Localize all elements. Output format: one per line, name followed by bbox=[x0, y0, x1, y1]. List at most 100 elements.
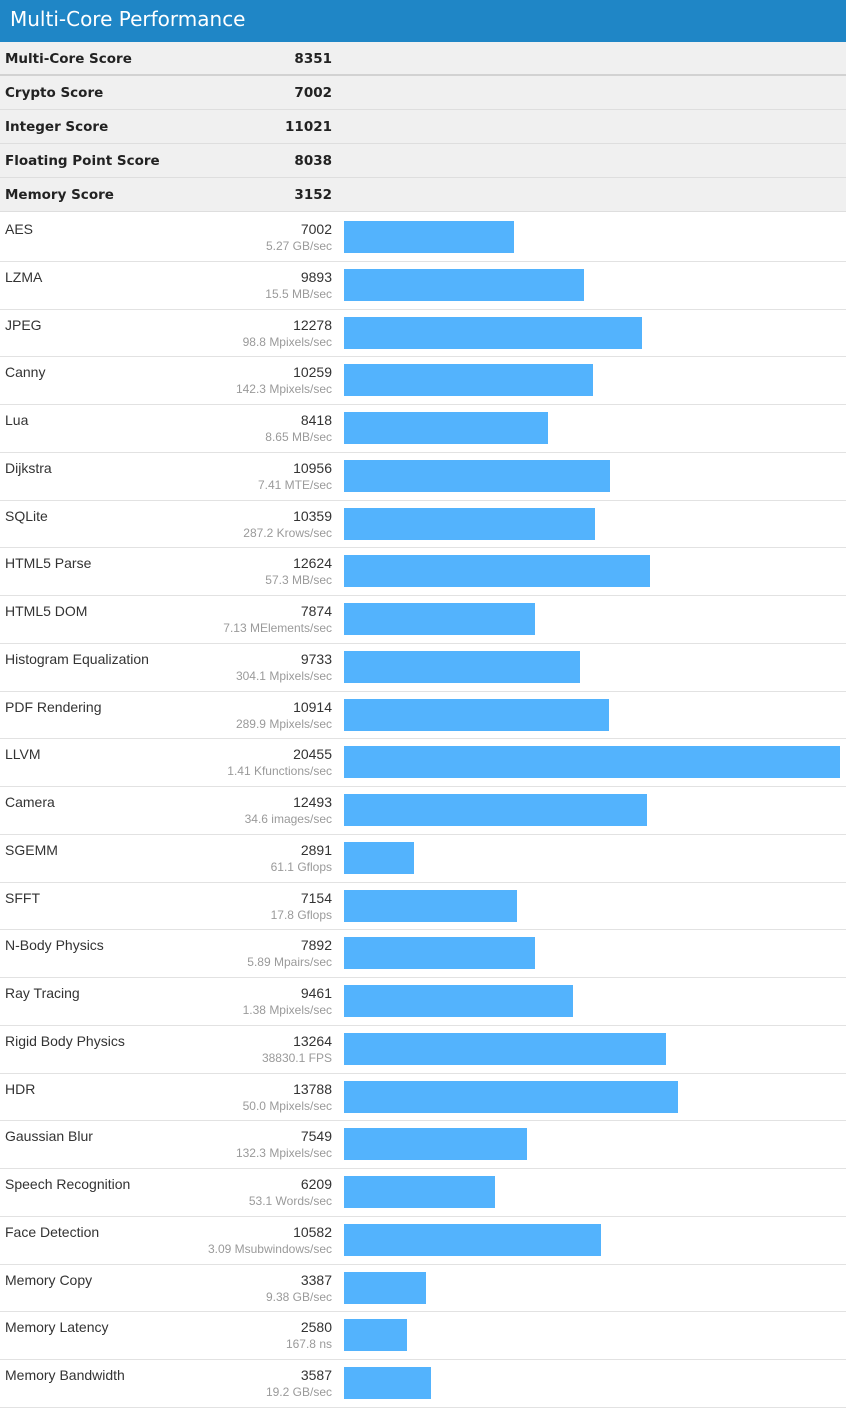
benchmark-row: SFFT 7154 17.8 Gflops bbox=[0, 882, 846, 931]
benchmark-throughput: 1.41 Kfunctions/sec bbox=[227, 764, 332, 779]
benchmark-row: PDF Rendering 10914 289.9 Mpixels/sec bbox=[0, 691, 846, 740]
summary-row: Multi-Core Score 8351 bbox=[0, 42, 846, 76]
benchmark-bar bbox=[344, 507, 595, 540]
benchmark-name: LZMA bbox=[5, 268, 43, 285]
benchmark-score: 12624 bbox=[293, 555, 332, 572]
benchmark-row: Ray Tracing 9461 1.38 Mpixels/sec bbox=[0, 978, 846, 1026]
benchmark-throughput: 142.3 Mpixels/sec bbox=[235, 382, 332, 397]
benchmark-bar bbox=[344, 1176, 495, 1208]
benchmark-row: Gaussian Blur 7549 132.3 Mpixels/sec bbox=[0, 1121, 846, 1169]
benchmark-score: 7892 bbox=[300, 937, 332, 954]
benchmark-bar bbox=[344, 746, 840, 779]
benchmark-name: Lua bbox=[5, 412, 29, 428]
benchmark-name: Face Detection bbox=[5, 1223, 100, 1240]
benchmark-row: Lua 8418 8.65 MB/sec bbox=[0, 405, 846, 453]
summary-name: Integer Score bbox=[5, 119, 109, 135]
benchmark-row: Memory Bandwidth 3587 19.2 GB/sec bbox=[0, 1360, 846, 1408]
benchmark-name: Memory Latency bbox=[5, 1319, 109, 1336]
benchmark-bar bbox=[344, 794, 647, 826]
benchmark-score: 10359 bbox=[293, 507, 332, 524]
benchmark-throughput: 50.0 Mpixels/sec bbox=[242, 1098, 332, 1113]
benchmark-name: Ray Tracing bbox=[5, 985, 80, 1001]
benchmark-throughput: 53.1 Words/sec bbox=[248, 1194, 332, 1208]
benchmark-throughput: 5.27 GB/sec bbox=[265, 239, 332, 253]
summary-row: Floating Point Score 8038 bbox=[0, 144, 846, 178]
benchmark-row: Canny 10259 142.3 Mpixels/sec bbox=[0, 357, 846, 405]
benchmark-throughput: 7.41 MTE/sec bbox=[257, 477, 332, 492]
benchmark-score: 2891 bbox=[300, 841, 332, 858]
benchmark-score: 7154 bbox=[300, 889, 332, 906]
summary-score: 8351 bbox=[294, 51, 332, 67]
benchmark-score: 7874 bbox=[300, 603, 332, 619]
benchmark-throughput: 98.8 Mpixels/sec bbox=[242, 334, 332, 349]
benchmark-name: N-Body Physics bbox=[5, 937, 104, 954]
benchmark-name: HTML5 DOM bbox=[5, 603, 88, 619]
benchmark-bar bbox=[344, 1271, 426, 1304]
summary-row: Integer Score 11021 bbox=[0, 110, 846, 144]
benchmark-row: JPEG 12278 98.8 Mpixels/sec bbox=[0, 309, 846, 358]
benchmark-row: LZMA 9893 15.5 MB/sec bbox=[0, 261, 846, 310]
benchmark-throughput: 15.5 MB/sec bbox=[265, 286, 332, 301]
benchmark-score: 13788 bbox=[293, 1080, 332, 1097]
benchmark-score: 9733 bbox=[300, 650, 332, 667]
benchmark-throughput: 9.38 GB/sec bbox=[265, 1289, 332, 1304]
benchmark-row: Rigid Body Physics 13264 38830.1 FPS bbox=[0, 1025, 846, 1074]
benchmark-score: 12493 bbox=[293, 794, 332, 810]
benchmark-row: Camera 12493 34.6 images/sec bbox=[0, 787, 846, 835]
benchmark-row: N-Body Physics 7892 5.89 Mpairs/sec bbox=[0, 930, 846, 978]
benchmark-bar bbox=[344, 937, 535, 970]
summary-score: 8038 bbox=[294, 153, 332, 169]
benchmark-name: Memory Bandwidth bbox=[5, 1367, 125, 1383]
benchmark-throughput: 132.3 Mpixels/sec bbox=[235, 1146, 332, 1161]
benchmark-name: Gaussian Blur bbox=[5, 1128, 93, 1145]
benchmark-name: Canny bbox=[5, 364, 46, 381]
benchmark-score: 6209 bbox=[300, 1176, 332, 1192]
benchmark-throughput: 57.3 MB/sec bbox=[265, 573, 332, 588]
summary-table: Multi-Core Score 8351 Crypto Score 7002 Inte… bbox=[0, 42, 846, 212]
benchmark-row: HTML5 DOM 7874 7.13 MElements/sec bbox=[0, 596, 846, 644]
benchmark-bar bbox=[344, 268, 584, 301]
benchmark-score: 10582 bbox=[293, 1223, 332, 1240]
benchmark-bar bbox=[344, 555, 650, 588]
benchmark-bar bbox=[344, 459, 610, 492]
benchmark-throughput: 1.38 Mpixels/sec bbox=[242, 1003, 332, 1017]
benchmark-throughput: 8.65 MB/sec bbox=[265, 430, 332, 444]
summary-name: Crypto Score bbox=[5, 85, 104, 101]
summary-name: Multi-Core Score bbox=[5, 51, 132, 67]
benchmark-row: Memory Copy 3387 9.38 GB/sec bbox=[0, 1264, 846, 1313]
summary-name: Floating Point Score bbox=[5, 153, 160, 169]
benchmark-bar bbox=[344, 889, 517, 922]
benchmark-score: 20455 bbox=[293, 746, 332, 763]
summary-row: Memory Score 3152 bbox=[0, 178, 846, 212]
benchmark-throughput: 289.9 Mpixels/sec bbox=[235, 716, 332, 731]
benchmark-row: Memory Latency 2580 167.8 ns bbox=[0, 1312, 846, 1360]
summary-score: 11021 bbox=[285, 119, 332, 135]
benchmark-row: Speech Recognition 6209 53.1 Words/sec bbox=[0, 1169, 846, 1217]
benchmark-bar bbox=[344, 603, 535, 635]
benchmark-score: 10259 bbox=[293, 364, 332, 381]
benchmark-score: 9893 bbox=[300, 268, 332, 285]
benchmark-row: Dijkstra 10956 7.41 MTE/sec bbox=[0, 452, 846, 501]
benchmark-score: 7549 bbox=[300, 1128, 332, 1145]
benchmark-table: AES 7002 5.27 GB/sec LZMA 9893 15.5 MB/sec JPE… bbox=[0, 214, 846, 1408]
page-title-bar: Multi-Core Performance bbox=[0, 0, 846, 42]
benchmark-score: 2580 bbox=[300, 1319, 332, 1336]
benchmark-row: SGEMM 2891 61.1 Gflops bbox=[0, 834, 846, 883]
benchmark-name: LLVM bbox=[5, 746, 41, 763]
benchmark-score: 9461 bbox=[300, 985, 332, 1001]
benchmark-name: Rigid Body Physics bbox=[5, 1032, 125, 1049]
benchmark-name: Memory Copy bbox=[5, 1271, 93, 1288]
benchmark-row: LLVM 20455 1.41 Kfunctions/sec bbox=[0, 739, 846, 787]
summary-score: 7002 bbox=[294, 85, 332, 101]
benchmark-bar bbox=[344, 698, 609, 731]
benchmark-throughput: 19.2 GB/sec bbox=[265, 1385, 332, 1399]
benchmark-throughput: 167.8 ns bbox=[285, 1337, 332, 1352]
benchmark-score: 8418 bbox=[300, 412, 332, 428]
benchmark-score: 7002 bbox=[300, 221, 332, 237]
benchmark-throughput: 61.1 Gflops bbox=[270, 859, 332, 874]
benchmark-bar bbox=[344, 985, 573, 1017]
benchmark-throughput: 7.13 MElements/sec bbox=[223, 621, 332, 635]
summary-row: Crypto Score 7002 bbox=[0, 76, 846, 110]
benchmark-throughput: 304.1 Mpixels/sec bbox=[235, 668, 332, 683]
benchmark-throughput: 38830.1 FPS bbox=[261, 1050, 332, 1065]
